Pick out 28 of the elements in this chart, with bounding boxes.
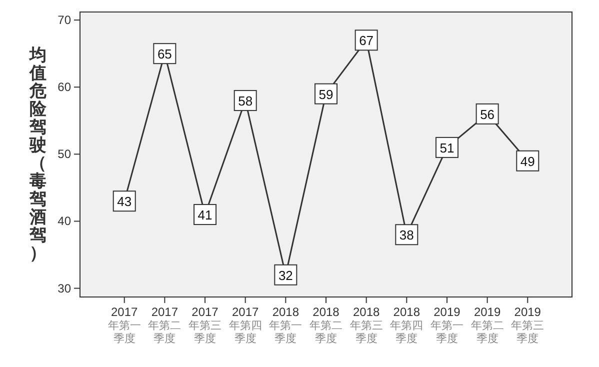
- y-tick-label: 40: [58, 214, 72, 228]
- data-label: 59: [318, 86, 334, 102]
- x-tick-label: 2018年第一季度: [269, 305, 302, 345]
- y-tick-label: 60: [58, 80, 72, 94]
- x-tick-label: 2017年第二季度: [148, 305, 182, 345]
- x-tick-label: 2019年第三季度: [511, 305, 544, 345]
- x-tick-label: 2018年第四季度: [390, 305, 424, 345]
- data-label: 58: [238, 94, 253, 109]
- data-label: 32: [278, 268, 293, 283]
- data-label: 65: [157, 46, 172, 62]
- text: 均值危险驾驶（毒驾酒驾）: [30, 46, 46, 262]
- x-tick-label: 2019年第二季度: [470, 305, 504, 345]
- data-label: 67: [359, 33, 374, 48]
- data-label: 38: [399, 228, 414, 243]
- data-label: 56: [480, 106, 495, 122]
- data-label: 49: [520, 154, 535, 169]
- x-tick-label: 2017年第四季度: [228, 305, 262, 345]
- data-label: 51: [440, 140, 454, 156]
- x-tick-label: 2018年第三季度: [350, 305, 383, 345]
- y-tick-label: 30: [58, 281, 72, 296]
- y-tick-label: 70: [58, 13, 72, 28]
- x-tick-label: 2017年第一季度: [108, 305, 141, 345]
- data-label: 43: [117, 194, 132, 210]
- y-tick-label: 50: [58, 147, 72, 162]
- x-tick-label: 2017年第三季度: [188, 305, 222, 345]
- x-tick-label: 2018年第二季度: [310, 305, 342, 345]
- data-label: 41: [198, 208, 212, 223]
- x-tick-label: 2019年第一季度: [430, 305, 464, 345]
